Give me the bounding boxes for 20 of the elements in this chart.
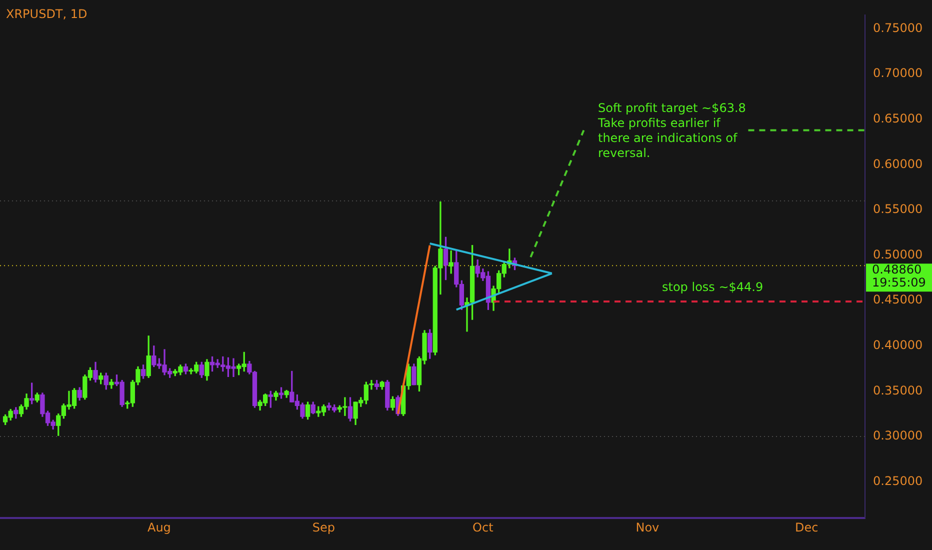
y-tick-label: 0.60000 xyxy=(873,156,923,171)
x-tick-label: Sep xyxy=(312,520,336,534)
y-tick-label: 0.55000 xyxy=(873,202,923,216)
y-tick-label: 0.30000 xyxy=(873,428,923,443)
y-tick-label: 0.45000 xyxy=(873,292,923,307)
y-tick-label: 0.40000 xyxy=(873,338,923,352)
annotation: stop loss ~$44.9 xyxy=(662,280,764,294)
y-tick-label: 0.35000 xyxy=(873,383,923,398)
y-tick-label: 0.75000 xyxy=(873,20,923,35)
x-tick-label: Dec xyxy=(795,520,818,534)
y-tick-label: 0.25000 xyxy=(873,474,923,488)
y-tick-label: 0.50000 xyxy=(873,247,923,262)
x-tick-label: Oct xyxy=(472,520,494,534)
ref-line-label: 0.48860 19:55:09 xyxy=(872,262,926,290)
y-tick-label: 0.70000 xyxy=(873,66,923,80)
y-tick-label: 0.65000 xyxy=(873,112,923,126)
chart-title: XRPUSDT, 1D xyxy=(6,7,88,22)
annotation: Soft profit target ~$63.8 Take profits earlier if there are indications of reversal. xyxy=(597,101,746,160)
x-tick-label: Aug xyxy=(147,520,171,534)
x-tick-label: Nov xyxy=(636,520,660,534)
